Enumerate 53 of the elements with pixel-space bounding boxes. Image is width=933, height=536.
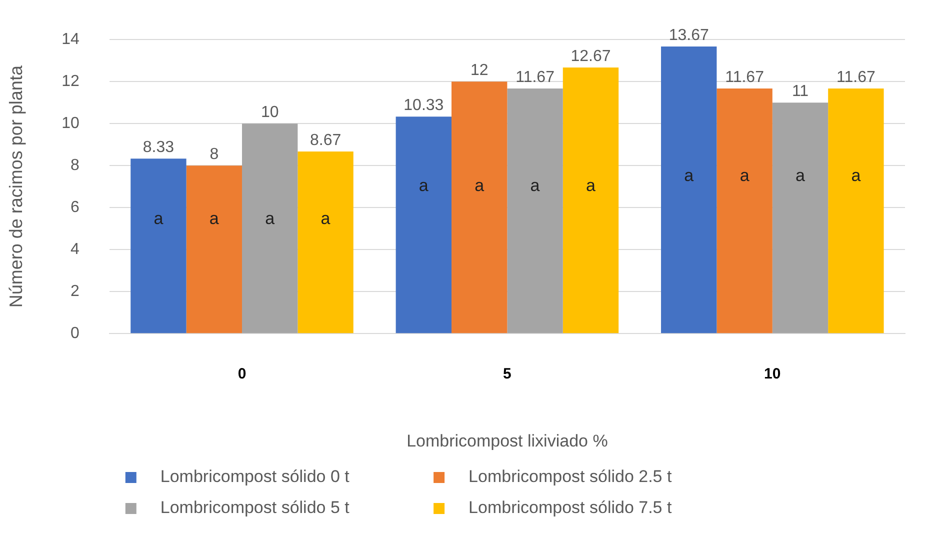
annotation: a	[586, 176, 596, 195]
annotation: a	[209, 209, 220, 228]
bar	[452, 82, 508, 334]
data-label: 13.67	[668, 26, 709, 44]
y-tick-label: 4	[70, 241, 80, 258]
data-label: 11.67	[725, 68, 764, 86]
annotation: a	[796, 166, 806, 186]
annotation: a	[530, 176, 540, 195]
annotation: a	[320, 209, 331, 228]
annotation: a	[740, 166, 750, 186]
legend-label: Lombricompost sólido 7.5 t	[468, 498, 672, 518]
x-axis-title: Lombricompost lixiviado %	[406, 431, 608, 450]
annotation: a	[474, 176, 485, 195]
legend-label: Lombricompost sólido 5 t	[160, 498, 350, 518]
data-label: 8.33	[142, 139, 174, 156]
data-label: 12.67	[570, 48, 611, 65]
data-label: 11	[792, 83, 809, 100]
annotation: a	[684, 166, 694, 186]
annotation: a	[265, 209, 276, 228]
data-label: 8.67	[310, 132, 342, 149]
legend-label: Lombricompost sólido 0 t	[160, 467, 350, 486]
y-tick-label: 8	[70, 157, 80, 174]
data-label: 8	[210, 146, 219, 164]
y-axis-title: Número de racimos por planta	[6, 64, 26, 308]
bar	[186, 166, 242, 334]
data-label: 11.67	[836, 68, 876, 86]
y-tick-label: 10	[62, 115, 80, 132]
bar	[396, 116, 452, 334]
data-label: 10.33	[404, 97, 444, 114]
bar	[828, 88, 884, 334]
bar	[507, 88, 563, 334]
legend-label: Lombricompost sólido 2.5 t	[468, 467, 672, 486]
x-tick-label: 10	[764, 366, 781, 383]
x-tick-label: 5	[503, 366, 512, 383]
annotation: a	[851, 166, 862, 186]
bar	[661, 46, 717, 334]
data-label: 11.67	[516, 68, 555, 86]
bar	[242, 124, 298, 334]
data-label: 12	[470, 62, 488, 80]
annotation: a	[154, 209, 164, 228]
bar	[562, 68, 619, 334]
bar	[298, 152, 354, 334]
data-label: 10	[260, 104, 279, 122]
y-tick-label: 6	[70, 199, 80, 216]
y-tick-label: 0	[70, 325, 80, 342]
y-tick-label: 12	[62, 73, 80, 90]
y-tick-label: 14	[62, 31, 80, 48]
annotation: a	[418, 176, 429, 195]
x-tick-label: 0	[238, 366, 246, 383]
y-tick-label: 2	[70, 283, 80, 300]
bar	[130, 158, 186, 334]
bar	[772, 102, 828, 334]
bar	[716, 88, 772, 334]
